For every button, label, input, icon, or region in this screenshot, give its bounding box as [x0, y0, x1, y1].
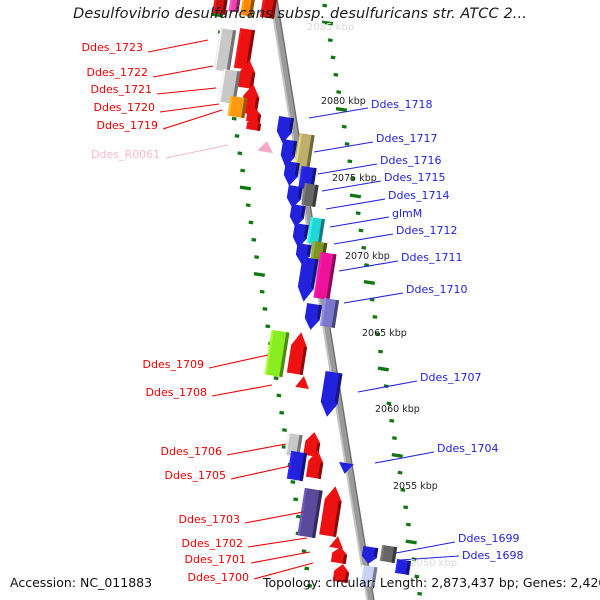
- gene-label-ddes_1704[interactable]: Ddes_1704: [437, 442, 499, 455]
- gene-glyph[interactable]: [246, 117, 262, 132]
- gene-glyph[interactable]: [279, 139, 298, 169]
- gene-glyph[interactable]: [361, 545, 379, 565]
- gene-glyph[interactable]: [264, 329, 290, 378]
- gene-glyph[interactable]: [337, 461, 354, 475]
- gene-glyph[interactable]: [295, 375, 311, 390]
- gene-label-ddes_1699[interactable]: Ddes_1699: [458, 532, 520, 545]
- gene-glyph[interactable]: [319, 370, 343, 418]
- gene-glyph[interactable]: [305, 449, 325, 480]
- ruler-label-2060: 2060 kbp: [375, 404, 420, 415]
- gene-glyph[interactable]: [240, 0, 256, 17]
- gene-label-ddes_1701[interactable]: Ddes_1701: [184, 553, 246, 566]
- page-title: Desulfovibrio desulfuricans subsp. desul…: [73, 6, 527, 22]
- gene-glyph[interactable]: [285, 185, 303, 209]
- gene-label-ddes_r0061[interactable]: Ddes_R0061: [91, 148, 161, 161]
- gene-glyph[interactable]: [301, 183, 319, 207]
- gene-glyph[interactable]: [303, 302, 322, 331]
- gene-glyph[interactable]: [275, 115, 294, 144]
- gene-label-ddes_1703[interactable]: Ddes_1703: [178, 513, 240, 526]
- gene-label-ddes_1712[interactable]: Ddes_1712: [396, 224, 458, 237]
- gene-glyph[interactable]: [313, 252, 337, 300]
- gene-glyph[interactable]: [245, 107, 262, 124]
- gene-label-ddes_1698[interactable]: Ddes_1698: [462, 549, 524, 562]
- gene-label-ddes_1717[interactable]: Ddes_1717: [376, 132, 438, 145]
- gene-glyph[interactable]: [379, 544, 398, 564]
- gene-label-ddes_1715[interactable]: Ddes_1715: [384, 171, 446, 184]
- gene-glyph[interactable]: [260, 0, 278, 19]
- gene-glyph[interactable]: [286, 331, 309, 375]
- gene-label-ddes_1708[interactable]: Ddes_1708: [145, 386, 207, 399]
- gene-glyph[interactable]: [286, 450, 308, 482]
- gene-glyph[interactable]: [329, 535, 345, 550]
- gene-glyph[interactable]: [296, 257, 319, 303]
- gene-glyph[interactable]: [319, 485, 344, 538]
- gene-glyph[interactable]: [394, 558, 412, 576]
- gene-glyph[interactable]: [212, 0, 229, 15]
- gene-glyph[interactable]: [332, 563, 351, 584]
- gene-glyph[interactable]: [294, 133, 315, 170]
- gene-label-ddes_1700[interactable]: Ddes_1700: [187, 571, 249, 584]
- gene-label-ddes_1716[interactable]: Ddes_1716: [380, 154, 442, 167]
- gene-glyph[interactable]: [218, 68, 241, 105]
- gene-label-ddes_1714[interactable]: Ddes_1714: [388, 189, 450, 202]
- gene-label-ddes_1711[interactable]: Ddes_1711: [401, 251, 463, 264]
- gene-glyph[interactable]: [291, 223, 309, 249]
- gene-glyph[interactable]: [233, 28, 256, 70]
- gene-glyph[interactable]: [284, 432, 303, 458]
- gene-glyph[interactable]: [288, 204, 306, 228]
- ruler-label-2065: 2065 kbp: [362, 328, 407, 339]
- ruler-label-2050: 2050 kbp: [410, 558, 458, 569]
- gene-label-ddes_1710[interactable]: Ddes_1710: [406, 283, 468, 296]
- gene-glyph[interactable]: [257, 140, 275, 154]
- gene-glyph[interactable]: [237, 59, 257, 90]
- gene-glyph[interactable]: [330, 546, 348, 565]
- gene-glyph[interactable]: [213, 28, 237, 72]
- gene-label-ddes_1722[interactable]: Ddes_1722: [86, 66, 148, 79]
- gene-label-ddes_1721[interactable]: Ddes_1721: [90, 83, 152, 96]
- gene-glyph[interactable]: [227, 95, 248, 119]
- gene-glyph[interactable]: [358, 564, 378, 588]
- gene-label-glmm[interactable]: glmM: [392, 207, 423, 220]
- gene-label-ddes_1702[interactable]: Ddes_1702: [181, 537, 243, 550]
- gene-glyph[interactable]: [295, 243, 312, 265]
- gene-glyph[interactable]: [319, 297, 340, 329]
- gene-label-ddes_1707[interactable]: Ddes_1707: [420, 371, 482, 384]
- gene-label-ddes_1720[interactable]: Ddes_1720: [93, 101, 155, 114]
- gene-label-ddes_1719[interactable]: Ddes_1719: [96, 119, 158, 132]
- gene-label-ddes_1706[interactable]: Ddes_1706: [160, 445, 222, 458]
- ruler-label-2075: 2075 kbp: [332, 173, 377, 184]
- gene-glyph[interactable]: [228, 0, 242, 13]
- gene-glyph[interactable]: [307, 217, 325, 245]
- gene-label-ddes_1709[interactable]: Ddes_1709: [142, 358, 204, 371]
- gene-label-ddes_1705[interactable]: Ddes_1705: [164, 469, 226, 482]
- gene-label-ddes_1718[interactable]: Ddes_1718: [371, 98, 433, 111]
- ruler-label-2070: 2070 kbp: [345, 251, 390, 262]
- ruler-label-2080: 2080 kbp: [321, 96, 366, 107]
- gene-label-ddes_1723[interactable]: Ddes_1723: [81, 41, 143, 54]
- gene-glyph[interactable]: [282, 161, 300, 187]
- ruler-label-2055: 2055 kbp: [393, 481, 438, 492]
- gene-glyph[interactable]: [298, 165, 317, 191]
- ruler-label-2085: 2085 kbp: [307, 22, 355, 33]
